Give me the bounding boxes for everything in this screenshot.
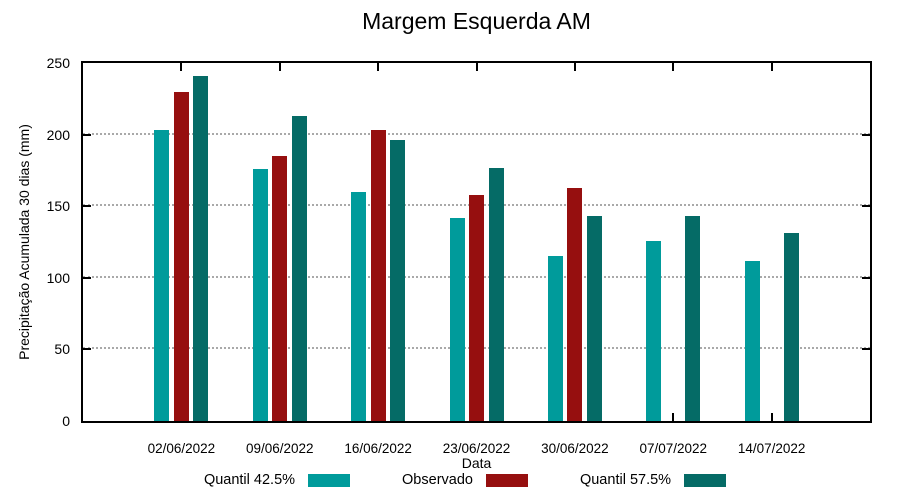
chart-title: Margem Esquerda AM: [362, 8, 591, 34]
x-tick-label: 07/07/2022: [639, 441, 708, 456]
legend-swatch: [308, 473, 351, 487]
bar: [488, 167, 504, 421]
bar: [370, 130, 386, 421]
y-tick-label: 250: [46, 55, 70, 71]
y-axis-tick: [83, 205, 91, 208]
y-tick-label: 200: [46, 126, 70, 143]
y-axis-tick: [83, 348, 91, 351]
x-tick-label: 30/06/2022: [541, 441, 609, 456]
x-axis-tick: [180, 63, 183, 71]
x-axis-tick: [278, 63, 281, 71]
bar: [252, 168, 268, 421]
y-axis-tick: [862, 348, 870, 351]
bar: [173, 91, 189, 421]
bar: [351, 191, 367, 421]
gridline: [83, 132, 870, 135]
y-tick-label: 150: [46, 198, 70, 215]
y-axis-tick: [862, 276, 870, 279]
bar: [646, 240, 662, 421]
x-tick-label: 16/06/2022: [344, 441, 412, 456]
plot-area: [83, 63, 870, 421]
bar: [783, 233, 799, 421]
bar: [685, 216, 701, 421]
x-axis-tick: [770, 413, 773, 421]
bar: [390, 140, 406, 421]
bar: [567, 187, 583, 421]
bar: [291, 115, 307, 421]
x-axis-label: Data: [461, 455, 492, 471]
x-axis-tick: [672, 413, 675, 421]
x-axis-tick: [770, 63, 773, 71]
x-tick-label: 09/06/2022: [245, 441, 314, 456]
x-axis-tick: [672, 63, 675, 71]
y-axis-label: Precipitação Acumulada 30 dias (mm): [16, 124, 32, 360]
legend-entry: Quantil 57.5%: [579, 472, 727, 488]
x-tick-label: 23/06/2022: [442, 441, 511, 456]
y-axis-tick: [83, 133, 91, 136]
bar: [469, 194, 484, 421]
legend-swatch: [485, 473, 528, 487]
bar: [586, 216, 602, 421]
x-tick-label: 02/06/2022: [147, 441, 216, 456]
y-axis-tick: [83, 276, 91, 279]
x-axis-tick: [475, 63, 478, 71]
x-axis-tick: [573, 63, 576, 71]
y-axis-tick: [862, 205, 870, 208]
y-axis-tick: [862, 133, 870, 136]
y-tick-label: 100: [46, 269, 70, 286]
legend-swatch: [684, 473, 727, 487]
bar: [272, 156, 288, 421]
y-tick-label: 50: [54, 341, 70, 358]
legend-label: Observado: [402, 472, 473, 488]
legend-label: Quantil 57.5%: [579, 472, 672, 488]
x-axis-tick: [377, 63, 380, 71]
bar: [449, 217, 465, 421]
x-tick-label: 14/07/2022: [737, 441, 806, 456]
legend-entry: Observado: [402, 472, 528, 488]
bar: [744, 260, 760, 421]
legend: Quantil 42.5% Observado Quantil 57.5%: [0, 472, 900, 488]
bar: [547, 256, 563, 421]
bar: [154, 130, 170, 421]
y-tick-label: 0: [62, 413, 70, 429]
legend-label: Quantil 42.5%: [203, 472, 296, 488]
legend-entry: Quantil 42.5%: [203, 472, 351, 488]
bar: [193, 75, 209, 421]
